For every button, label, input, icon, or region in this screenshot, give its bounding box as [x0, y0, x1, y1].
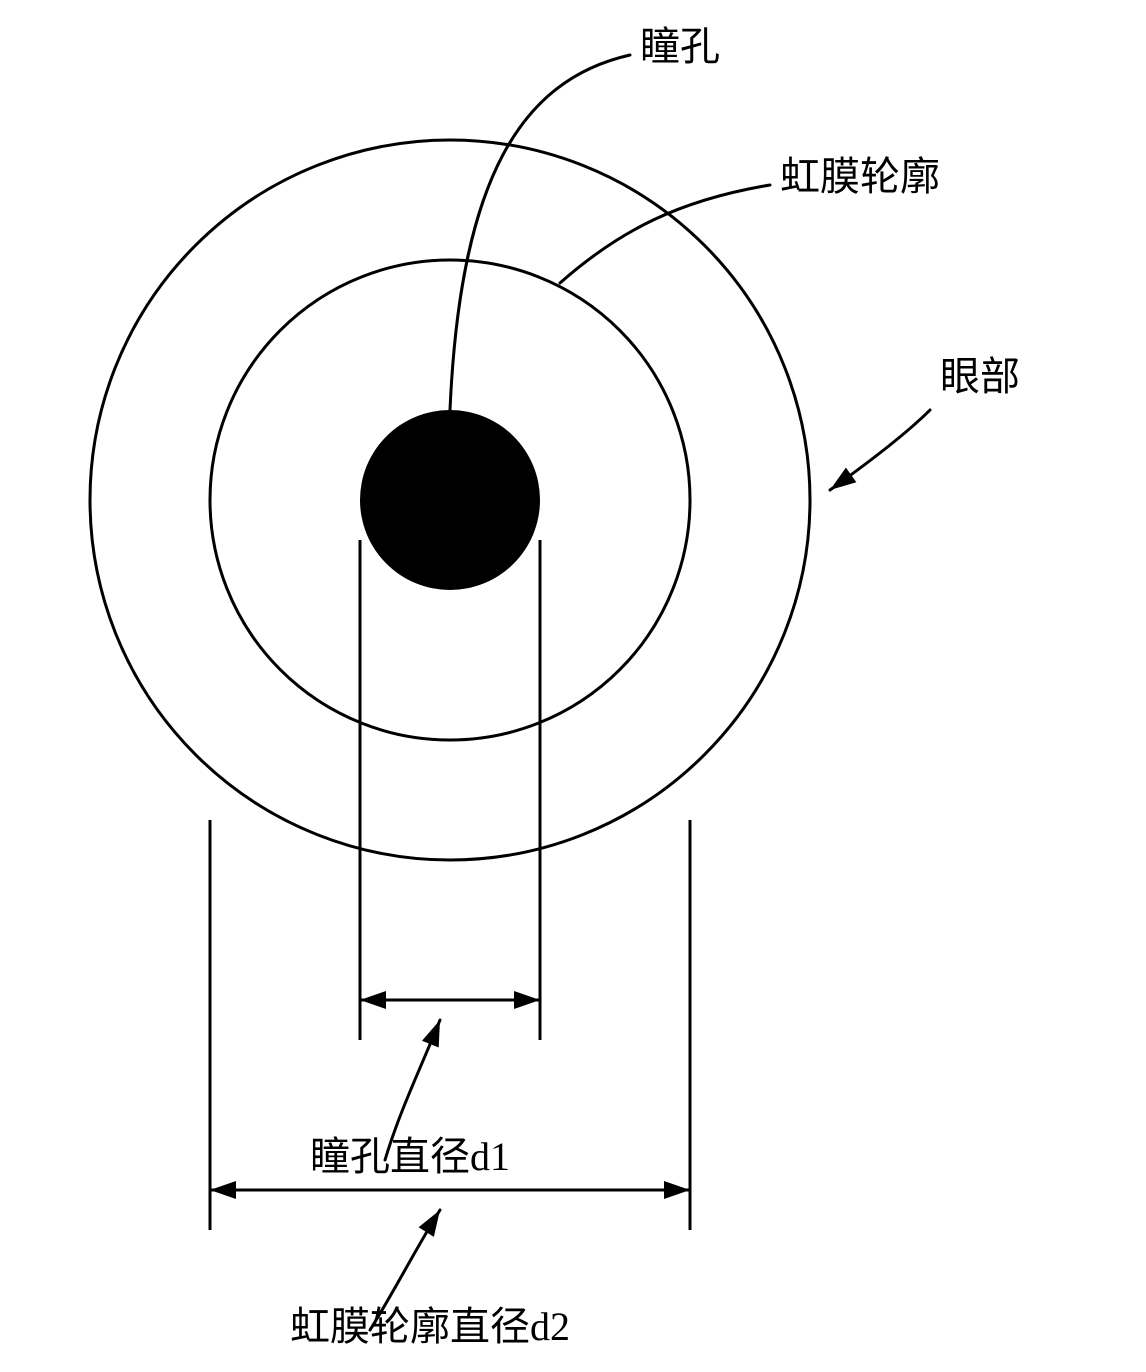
label-eye: 眼部	[940, 354, 1020, 399]
eye-diagram: 瞳孔虹膜轮廓眼部瞳孔直径d1 虹膜轮廓直径d2	[0, 0, 1146, 1372]
label-iris-contour: 虹膜轮廓	[780, 154, 940, 199]
leader-pupil	[450, 55, 630, 410]
leader-iris-contour	[560, 185, 770, 283]
label-pupil-diameter: 瞳孔直径d1	[310, 1134, 510, 1179]
label-pupil: 瞳孔	[640, 24, 720, 69]
label-iris-diameter: 虹膜轮廓直径d2	[290, 1304, 570, 1349]
pupil-circle	[360, 410, 540, 590]
